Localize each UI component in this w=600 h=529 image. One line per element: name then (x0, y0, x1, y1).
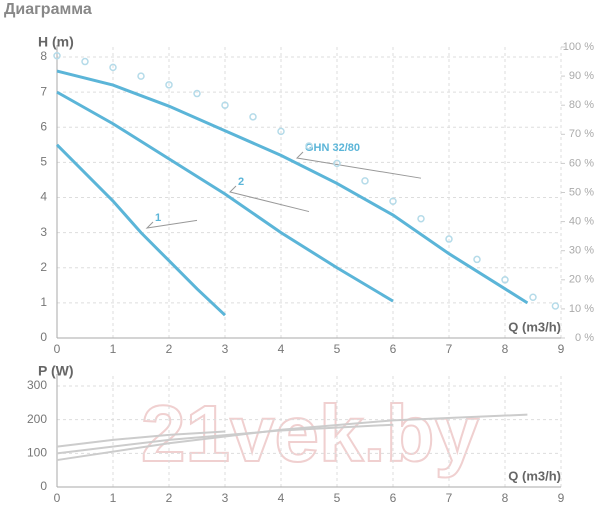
y-tick-label: 0 (40, 479, 47, 493)
x-tick-label: 4 (278, 342, 285, 356)
efficiency-point (417, 214, 425, 223)
x-tick-label: 1 (110, 491, 117, 505)
y-axis-label: P (W) (38, 363, 74, 379)
y2-tick-label: 80 % (569, 99, 594, 111)
curve (56, 413, 528, 462)
efficiency-point (445, 235, 453, 243)
x-tick-label: 8 (502, 491, 509, 505)
leader-line (145, 219, 198, 229)
x-tick-label: 1 (110, 342, 117, 356)
efficiency-point (305, 142, 313, 150)
x-tick-label: 7 (446, 342, 453, 356)
x-tick-label: 3 (222, 491, 229, 505)
x-tick-label: 3 (222, 342, 229, 356)
efficiency-point (81, 57, 89, 66)
efficiency-point (501, 276, 509, 284)
x-tick-label: 0 (54, 491, 61, 505)
y-tick-label: 3 (40, 225, 47, 239)
y-tick-label: 2 (40, 260, 47, 274)
x-tick-label: 6 (390, 491, 397, 505)
y2-tick-label: 60 % (569, 157, 594, 169)
curve (55, 143, 227, 317)
efficiency-point (221, 101, 229, 109)
curve (56, 69, 529, 305)
curve (56, 90, 394, 303)
curve (56, 423, 394, 455)
y2-tick-label: 0 % (575, 332, 594, 344)
x-tick-label: 0 (54, 342, 61, 356)
efficiency-point (551, 302, 560, 310)
efficiency-point (249, 113, 257, 121)
x-axis-label: Q (m3/h) (508, 468, 561, 483)
efficiency-point (473, 255, 481, 264)
y-tick-label: 5 (40, 155, 47, 169)
efficiency-point (361, 177, 369, 185)
y2-tick-label: 40 % (569, 216, 594, 228)
efficiency-point (165, 81, 173, 89)
y-tick-label: 300 (27, 378, 47, 392)
series-label: 1 (155, 212, 161, 224)
efficiency-point (193, 89, 201, 98)
x-tick-label: 2 (166, 342, 173, 356)
y2-tick-label: 70 % (569, 128, 594, 140)
x-tick-label: 9 (558, 342, 565, 356)
x-tick-label: 4 (278, 491, 285, 505)
efficiency-point (109, 63, 117, 72)
y2-tick-label: 50 % (569, 186, 594, 198)
y-tick-label: 1 (40, 295, 47, 309)
x-tick-label: 5 (334, 342, 341, 356)
x-tick-label: 9 (558, 491, 565, 505)
y-tick-label: 200 (27, 412, 47, 426)
x-tick-label: 5 (334, 491, 341, 505)
leader-line (229, 185, 310, 213)
efficiency-point (277, 127, 285, 136)
y2-tick-label: 20 % (569, 274, 594, 286)
y-tick-label: 7 (40, 84, 47, 98)
y2-tick-label: 30 % (569, 245, 594, 257)
y-tick-label: 8 (40, 49, 47, 63)
efficiency-point (389, 197, 397, 205)
y-tick-label: 0 (40, 330, 47, 344)
page-title: Диаграмма (4, 1, 92, 18)
y-tick-label: 100 (27, 446, 47, 460)
y2-tick-label: 10 % (569, 303, 594, 315)
x-tick-label: 2 (166, 491, 173, 505)
y-tick-label: 6 (40, 119, 47, 133)
series-label: GHN 32/80 (305, 142, 360, 154)
x-tick-label: 8 (502, 342, 509, 356)
curve (56, 430, 226, 448)
y2-tick-label: 90 % (569, 70, 594, 82)
x-tick-label: 7 (446, 491, 453, 505)
efficiency-point (529, 293, 537, 302)
y-tick-label: 4 (40, 190, 47, 204)
efficiency-point (137, 72, 145, 80)
y-axis-label: H (m) (38, 34, 74, 50)
leader-line (295, 151, 422, 179)
efficiency-point (53, 51, 61, 60)
efficiency-point (333, 159, 341, 168)
series-label: 2 (238, 176, 244, 188)
x-axis-label: Q (m3/h) (508, 319, 561, 334)
y2-tick-label: 100 % (563, 41, 594, 53)
x-tick-label: 6 (390, 342, 397, 356)
